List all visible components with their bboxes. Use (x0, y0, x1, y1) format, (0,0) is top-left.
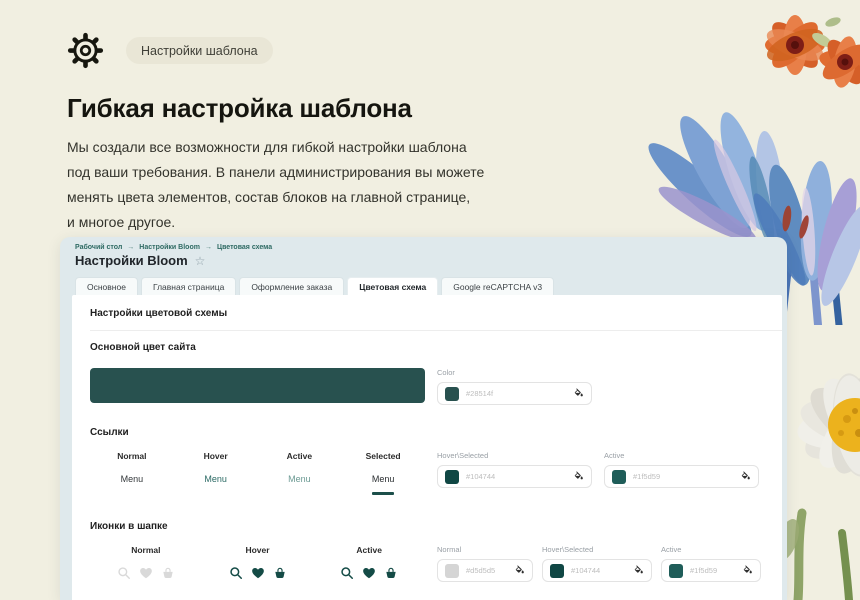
links-active-color-input[interactable]: #1f5d59 (604, 465, 759, 488)
menu-link-normal: Menu (120, 474, 144, 484)
header-icons-preview: Normal Hover (90, 545, 425, 582)
links-hover-color-input[interactable]: #104744 (437, 465, 592, 488)
color-field-label: Normal (437, 545, 462, 554)
state-header: Selected (365, 451, 401, 461)
admin-title-text: Настройки Bloom (75, 253, 188, 268)
icons-active-color-input[interactable]: #1f5d59 (661, 559, 761, 582)
heart-icon (139, 568, 152, 579)
color-field-label: Hover\Selected (542, 545, 594, 554)
color-field-label: Active (661, 545, 682, 554)
state-header: Active (286, 451, 313, 461)
state-header: Active (356, 545, 382, 555)
gear-icon (67, 32, 104, 69)
paint-bucket-icon[interactable] (573, 388, 584, 399)
tab-checkout[interactable]: Оформление заказа (239, 277, 345, 295)
section-badge: Настройки шаблона (126, 37, 273, 64)
page-title: Гибкая настройка шаблона (67, 93, 412, 123)
tab-color-scheme[interactable]: Цветовая схема (347, 277, 439, 295)
breadcrumb-item[interactable]: Рабочий стол (75, 244, 123, 251)
color-field-label: Hover\Selected (437, 451, 489, 460)
orange-flower-illustration (765, 15, 860, 88)
paint-bucket-icon[interactable] (514, 565, 525, 576)
color-swatch (445, 386, 459, 401)
hex-value: #28514f (466, 389, 494, 398)
menu-link-selected: Menu (371, 474, 395, 484)
tab-recaptcha[interactable]: Google reCAPTCHA v3 (441, 277, 555, 295)
heart-icon (251, 568, 264, 579)
state-header: Hover (203, 451, 228, 461)
hex-value: #104744 (466, 472, 496, 481)
admin-title: Настройки Bloom ☆ (75, 253, 205, 268)
paint-bucket-icon[interactable] (573, 471, 584, 482)
links-section-label: Ссылки (90, 427, 129, 438)
primary-color-preview (90, 368, 425, 403)
menu-link-active: Menu (288, 474, 311, 484)
color-swatch (612, 469, 626, 484)
selected-underline (372, 492, 395, 495)
color-field-label: Active (604, 451, 625, 460)
color-swatch (445, 563, 459, 578)
panel-section-title: Настройки цветовой схемы (90, 308, 228, 319)
paint-bucket-icon[interactable] (740, 471, 751, 482)
heart-icon (363, 568, 376, 579)
icons-hover-color-input[interactable]: #104744 (542, 559, 652, 582)
color-swatch (445, 469, 459, 484)
favorite-star-icon[interactable]: ☆ (194, 253, 206, 268)
search-icon (118, 567, 130, 579)
state-header: Normal (131, 545, 161, 555)
blue-crocus-illustration (648, 112, 860, 325)
hex-value: #104744 (571, 566, 601, 575)
primary-color-input[interactable]: #28514f (437, 382, 592, 405)
tab-main[interactable]: Основное (75, 277, 138, 295)
basket-icon (386, 567, 396, 578)
hex-value: #d5d5d5 (466, 566, 496, 575)
hex-value: #1f5d59 (690, 566, 718, 575)
state-header: Normal (117, 451, 147, 461)
primary-color-label: Основной цвет сайта (90, 342, 196, 353)
settings-panel: Настройки цветовой схемы Основной цвет с… (72, 295, 782, 600)
breadcrumb-separator: → (127, 244, 135, 251)
paint-bucket-icon[interactable] (633, 565, 644, 576)
page-description: Мы создали все возможности для гибкой на… (67, 139, 485, 230)
hex-value: #1f5d59 (633, 472, 661, 481)
icons-normal-color-input[interactable]: #d5d5d5 (437, 559, 533, 582)
state-header: Hover (245, 545, 270, 555)
links-preview: Normal Menu Hover Menu Active Menu Selec… (90, 451, 425, 495)
header-icons-section-label: Иконки в шапке (90, 521, 168, 532)
search-icon (341, 567, 354, 580)
color-field-label: Color (437, 368, 455, 377)
breadcrumb-separator: → (204, 244, 212, 251)
breadcrumb-item[interactable]: Настройки Bloom (139, 244, 200, 251)
basket-icon (163, 567, 173, 578)
basket-icon (274, 567, 285, 578)
color-swatch (550, 563, 564, 578)
tab-home-page[interactable]: Главная страница (140, 277, 237, 295)
paint-bucket-icon[interactable] (742, 565, 753, 576)
color-swatch (669, 563, 683, 578)
divider (90, 330, 782, 331)
admin-panel-card: Рабочий стол → Настройки Bloom → Цветова… (60, 237, 787, 600)
search-icon (229, 567, 242, 580)
menu-link-hover: Menu (204, 474, 227, 484)
breadcrumb: Рабочий стол → Настройки Bloom → Цветова… (75, 244, 272, 251)
tab-bar: Основное Главная страница Оформление зак… (75, 277, 557, 295)
breadcrumb-item[interactable]: Цветовая схема (216, 244, 273, 251)
white-daisy-illustration (774, 373, 860, 600)
